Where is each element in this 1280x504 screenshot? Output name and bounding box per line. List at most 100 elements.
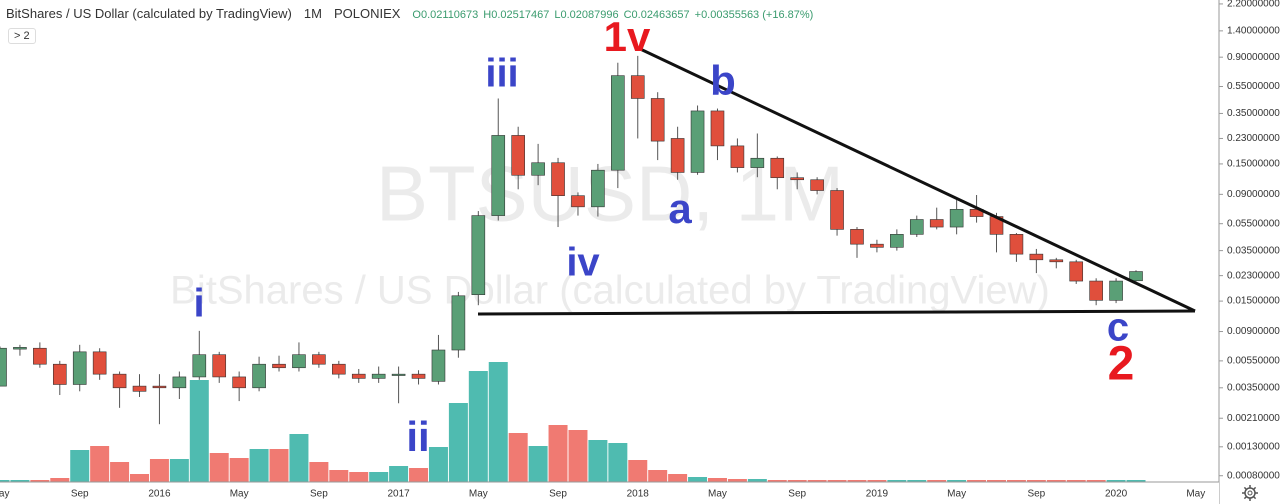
volume-bar bbox=[528, 446, 548, 482]
volume-bar bbox=[169, 459, 189, 482]
wave-label: b bbox=[710, 57, 736, 104]
x-tick-label: 2020 bbox=[1105, 489, 1128, 500]
volume-bar bbox=[987, 480, 1006, 482]
candle-body bbox=[292, 354, 306, 369]
volume-bar bbox=[807, 480, 827, 482]
volume-bar bbox=[0, 480, 10, 482]
volume-bar bbox=[409, 468, 429, 482]
candle-body bbox=[591, 169, 605, 208]
candle-body bbox=[152, 385, 167, 389]
candle-body bbox=[531, 162, 545, 176]
candle-body bbox=[351, 373, 366, 379]
y-tick-label: 0.23000000 bbox=[1227, 133, 1280, 144]
wave-label: a bbox=[668, 185, 692, 232]
watermark-symbol: BTSUSD, 1M bbox=[376, 150, 844, 238]
candle-body bbox=[670, 138, 685, 173]
volume-bar bbox=[608, 443, 628, 482]
wave-label: 2 bbox=[1108, 338, 1135, 391]
volume-bar bbox=[229, 458, 249, 482]
volume-bar bbox=[50, 478, 70, 482]
volume-bar bbox=[389, 466, 409, 482]
x-tick-label: 2016 bbox=[148, 489, 171, 500]
candle-body bbox=[1089, 280, 1103, 301]
wave-label: iv bbox=[566, 241, 600, 285]
volume-bar bbox=[568, 430, 588, 482]
x-tick-label: Sep bbox=[310, 489, 328, 500]
wave-label: c bbox=[1107, 306, 1129, 350]
candle-body bbox=[511, 135, 525, 176]
volume-bar bbox=[927, 480, 947, 482]
candle-body bbox=[1029, 253, 1044, 261]
volume-bar bbox=[588, 440, 608, 482]
watermark-title: BitShares / US Dollar (calculated by Tra… bbox=[170, 269, 1050, 313]
volume-bar bbox=[967, 480, 987, 482]
y-tick-label: 0.00130000 bbox=[1227, 441, 1280, 452]
candle-body bbox=[33, 347, 47, 365]
candle-body bbox=[411, 373, 426, 379]
candle-body bbox=[232, 376, 246, 389]
candle-body bbox=[870, 243, 884, 248]
volume-bar bbox=[269, 449, 289, 482]
volume-bar bbox=[1106, 480, 1126, 482]
volume-bar bbox=[767, 480, 787, 482]
interval[interactable]: 1M bbox=[303, 6, 322, 21]
volume-bar bbox=[10, 480, 30, 482]
candle-body bbox=[929, 219, 944, 228]
x-tick-label: Sep bbox=[549, 489, 567, 500]
volume-bar bbox=[130, 474, 150, 482]
volume-bar bbox=[488, 362, 508, 482]
volume-bar bbox=[1086, 480, 1106, 482]
volume-bar bbox=[508, 433, 528, 482]
y-tick-label: 0.09000000 bbox=[1227, 189, 1280, 200]
trend-line bbox=[635, 45, 1196, 313]
candle-body bbox=[690, 110, 705, 173]
y-tick-label: 1.40000000 bbox=[1227, 25, 1280, 36]
candle-body bbox=[72, 351, 87, 385]
volume-bar bbox=[30, 480, 50, 482]
candle-body bbox=[750, 157, 765, 168]
exchange: POLONIEX bbox=[333, 6, 401, 21]
volume-bar bbox=[947, 480, 967, 482]
candle-body bbox=[332, 363, 346, 375]
ohlc-legend: O0.02110673 H0.02517467 L0.02087996 C0.0246… bbox=[412, 9, 813, 21]
volume-bar bbox=[747, 479, 767, 482]
candle-body bbox=[431, 349, 446, 382]
candle-body bbox=[13, 347, 27, 350]
candle-body bbox=[112, 373, 127, 389]
candle-body bbox=[810, 179, 824, 191]
volume-bar bbox=[110, 462, 130, 482]
volume-bar bbox=[249, 449, 269, 482]
volume-bar bbox=[1046, 480, 1066, 482]
settings-icon[interactable] bbox=[1242, 485, 1258, 501]
price-axis-bg bbox=[1219, 0, 1280, 504]
candle-body bbox=[571, 195, 585, 208]
y-tick-label: 0.03500000 bbox=[1227, 245, 1280, 256]
volume-bar bbox=[448, 403, 468, 482]
symbol-title: BitShares / US Dollar (calculated by Tra… bbox=[6, 6, 292, 21]
ohlc-value: H0.02517467 bbox=[483, 9, 550, 21]
y-tick-label: 0.00210000 bbox=[1227, 413, 1280, 424]
x-tick-label: 2019 bbox=[866, 489, 889, 500]
indicator-badge[interactable]: > 2 bbox=[8, 28, 36, 44]
volume-layer bbox=[0, 362, 1146, 482]
volume-bar bbox=[309, 462, 329, 482]
ohlc-value: C0.02463657 bbox=[623, 9, 690, 21]
volume-bar bbox=[1026, 480, 1046, 482]
volume-bar bbox=[688, 477, 708, 482]
volume-bar bbox=[1066, 480, 1086, 482]
y-tick-label: 2.20000000 bbox=[1227, 0, 1280, 10]
x-tick-label: 2017 bbox=[387, 489, 410, 500]
candle-body bbox=[312, 354, 326, 365]
candle-body bbox=[52, 363, 67, 385]
volume-bar bbox=[369, 472, 389, 482]
watermark: BTSUSD, 1M BitShares / US Dollar (calcul… bbox=[170, 150, 1050, 313]
candle-body bbox=[1009, 234, 1024, 255]
y-tick-label: 0.00350000 bbox=[1227, 382, 1280, 393]
x-tick-label: 2018 bbox=[627, 489, 650, 500]
volume-bar bbox=[189, 380, 209, 482]
volume-bar bbox=[1126, 480, 1146, 482]
